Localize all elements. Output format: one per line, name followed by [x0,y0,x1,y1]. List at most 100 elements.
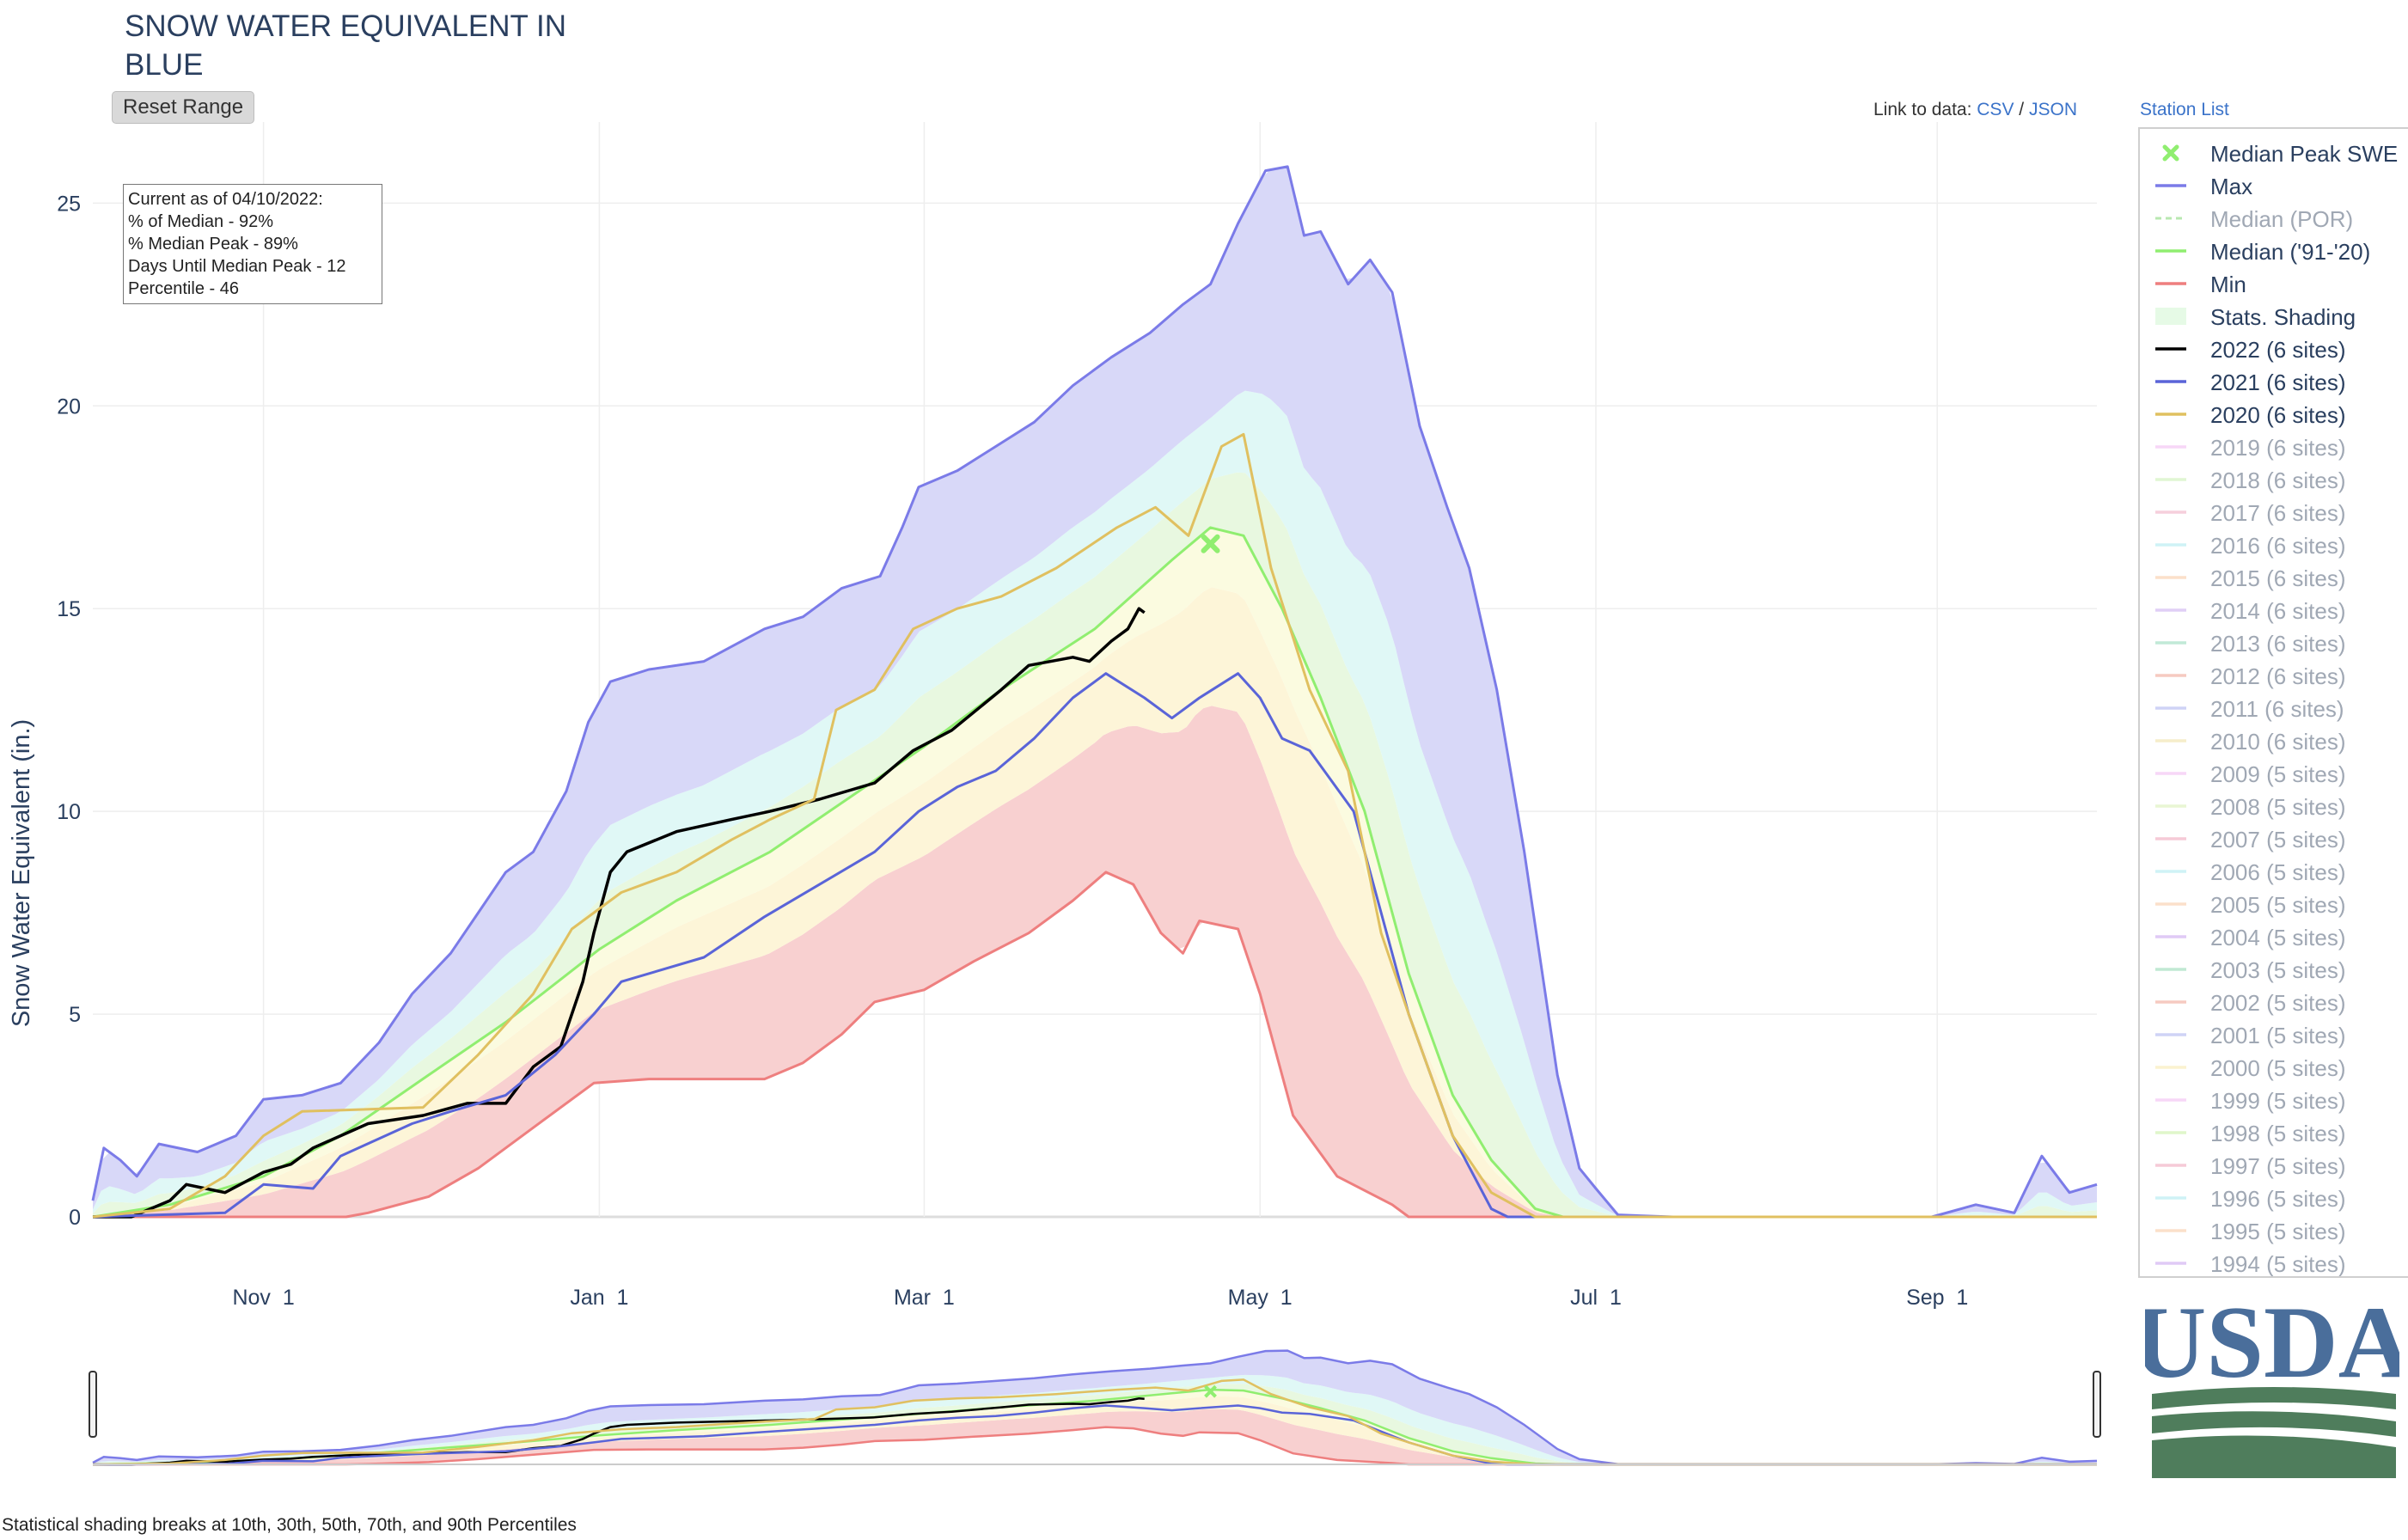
legend-label: 2005 (5 sites) [2210,892,2346,918]
legend-item-2016-6-sites[interactable]: 2016 (6 sites) [2140,529,2408,562]
legend-symbol [2155,249,2186,253]
legend-label: 2010 (6 sites) [2210,729,2346,755]
x-tick-label: Jan 1 [570,1286,628,1310]
legend-item-2000-5-sites[interactable]: 2000 (5 sites) [2140,1052,2408,1085]
legend-label: 2012 (6 sites) [2210,663,2346,689]
shading-band-min-10 [93,706,2097,1217]
legend-item-2012-6-sites[interactable]: 2012 (6 sites) [2140,660,2408,693]
legend-item-2017-6-sites[interactable]: 2017 (6 sites) [2140,497,2408,529]
legend-item-2005-5-sites[interactable]: 2005 (5 sites) [2140,889,2408,921]
range-median-peak-marker [1204,1384,1217,1398]
legend-label: 2020 (6 sites) [2210,402,2346,428]
series-line-median-91-20- [92,526,2097,1219]
legend: Median Peak SWE Max Median (POR) Median ('9… [2138,127,2408,1278]
legend-item-2018-6-sites[interactable]: 2018 (6 sites) [2140,464,2408,497]
legend-item-2001-5-sites[interactable]: 2001 (5 sites) [2140,1019,2408,1052]
legend-item-min[interactable]: Min [2140,268,2408,301]
legend-item-1997-5-sites[interactable]: 1997 (5 sites) [2140,1150,2408,1182]
legend-label: Median (POR) [2210,206,2354,232]
legend-item-2008-5-sites[interactable]: 2008 (5 sites) [2140,791,2408,823]
y-axis-title: Snow Water Equivalent (in.) [8,719,35,1027]
legend-item-2003-5-sites[interactable]: 2003 (5 sites) [2140,954,2408,987]
legend-symbol [2155,608,2186,612]
legend-item-2006-5-sites[interactable]: 2006 (5 sites) [2140,856,2408,889]
info-line-pct-median-peak: % Median Peak - 89% [128,235,298,254]
legend-item-2019-6-sites[interactable]: 2019 (6 sites) [2140,431,2408,464]
range-handle-left[interactable] [89,1371,97,1438]
legend-item-2002-5-sites[interactable]: 2002 (5 sites) [2140,987,2408,1019]
shading-band-90-max [93,167,2097,1217]
x-tick-label: May 1 [1228,1286,1293,1310]
legend-item-2015-6-sites[interactable]: 2015 (6 sites) [2140,562,2408,595]
y-tick-label: 10 [57,800,81,824]
legend-item-2021-6-sites[interactable]: 2021 (6 sites) [2140,366,2408,399]
legend-symbol [2155,1229,2186,1232]
y-tick-label: 20 [57,394,81,419]
legend-item-2014-6-sites[interactable]: 2014 (6 sites) [2140,595,2408,627]
range-slider[interactable] [89,1341,2101,1466]
legend-item-2013-6-sites[interactable]: 2013 (6 sites) [2140,627,2408,660]
legend-item-max[interactable]: Max [2140,170,2408,203]
legend-label: 2017 (6 sites) [2210,500,2346,526]
legend-label: Median ('91-'20) [2210,239,2371,265]
usda-logo: USDA [2145,1298,2399,1478]
json-link[interactable]: JSON [2028,100,2077,119]
legend-symbol [2155,1262,2186,1265]
legend-label: 2001 (5 sites) [2210,1023,2346,1048]
legend-item-2011-6-sites[interactable]: 2011 (6 sites) [2140,693,2408,725]
legend-item-1994-5-sites[interactable]: 1994 (5 sites) [2140,1248,2408,1277]
x-tick-label: Jul 1 [1570,1286,1622,1310]
legend-item-2007-5-sites[interactable]: 2007 (5 sites) [2140,823,2408,856]
legend-item-1995-5-sites[interactable]: 1995 (5 sites) [2140,1215,2408,1248]
legend-symbol [2155,510,2186,514]
legend-item-1998-5-sites[interactable]: 1998 (5 sites) [2140,1117,2408,1150]
info-line-pct-median: % of Median - 92% [128,212,273,231]
legend-item-2009-5-sites[interactable]: 2009 (5 sites) [2140,758,2408,791]
usda-logo-text: USDA [2145,1298,2399,1399]
legend-label: Median Peak SWE [2210,141,2399,167]
legend-item-median-peak-swe[interactable]: Median Peak SWE [2140,138,2408,170]
legend-symbol [2155,739,2186,742]
reset-range-button[interactable]: Reset Range [112,91,255,124]
legend-symbol [2155,674,2186,677]
median-peak-marker [1201,534,1220,553]
legend-label: 2015 (6 sites) [2210,565,2346,591]
chart-title-line1: SNOW WATER EQUIVALENT IN [125,9,567,43]
link-separator: / [2019,100,2025,119]
legend-item-2010-6-sites[interactable]: 2010 (6 sites) [2140,725,2408,758]
legend-label: Min [2210,272,2246,297]
legend-label: 2014 (6 sites) [2210,598,2346,624]
legend-label: 1994 (5 sites) [2210,1251,2346,1277]
legend-label: 2009 (5 sites) [2210,761,2346,787]
current-conditions-box: Current as of 04/10/2022: % of Median - … [123,184,382,304]
legend-symbol [2155,1131,2186,1134]
legend-item-stats-shading[interactable]: Stats. Shading [2140,301,2408,333]
station-list-link[interactable]: Station List [2140,100,2229,119]
legend-label: 2018 (6 sites) [2210,468,2346,493]
data-links: Link to data: CSV / JSON [1873,100,2077,120]
legend-label: 2013 (6 sites) [2210,631,2346,657]
legend-item-2020-6-sites[interactable]: 2020 (6 sites) [2140,399,2408,431]
legend-symbol [2155,1164,2186,1167]
legend-label: 2008 (5 sites) [2210,794,2346,820]
legend-item-median-91-20[interactable]: Median ('91-'20) [2140,235,2408,268]
legend-symbol [2155,380,2186,383]
info-line-percentile: Percentile - 46 [128,279,239,298]
range-shading-band [93,1396,2097,1464]
series-line-2020-6-sites- [92,432,2097,1219]
y-tick-label: 15 [57,597,81,621]
legend-item-2022-6-sites[interactable]: 2022 (6 sites) [2140,333,2408,366]
legend-item-median-por[interactable]: Median (POR) [2140,203,2408,235]
shading-footnote: Statistical shading breaks at 10th, 30th… [2,1515,577,1535]
legend-item-2004-5-sites[interactable]: 2004 (5 sites) [2140,921,2408,954]
legend-label: 2022 (6 sites) [2210,337,2346,363]
legend-symbol [2155,772,2186,775]
range-shading-band [93,1409,2097,1464]
legend-item-1999-5-sites[interactable]: 1999 (5 sites) [2140,1085,2408,1117]
range-handle-right[interactable] [2093,1371,2101,1438]
legend-item-1996-5-sites[interactable]: 1996 (5 sites) [2140,1182,2408,1215]
shading-band-10-30 [93,587,2097,1217]
csv-link[interactable]: CSV [1977,100,2014,119]
data-links-label: Link to data: [1873,100,1972,119]
